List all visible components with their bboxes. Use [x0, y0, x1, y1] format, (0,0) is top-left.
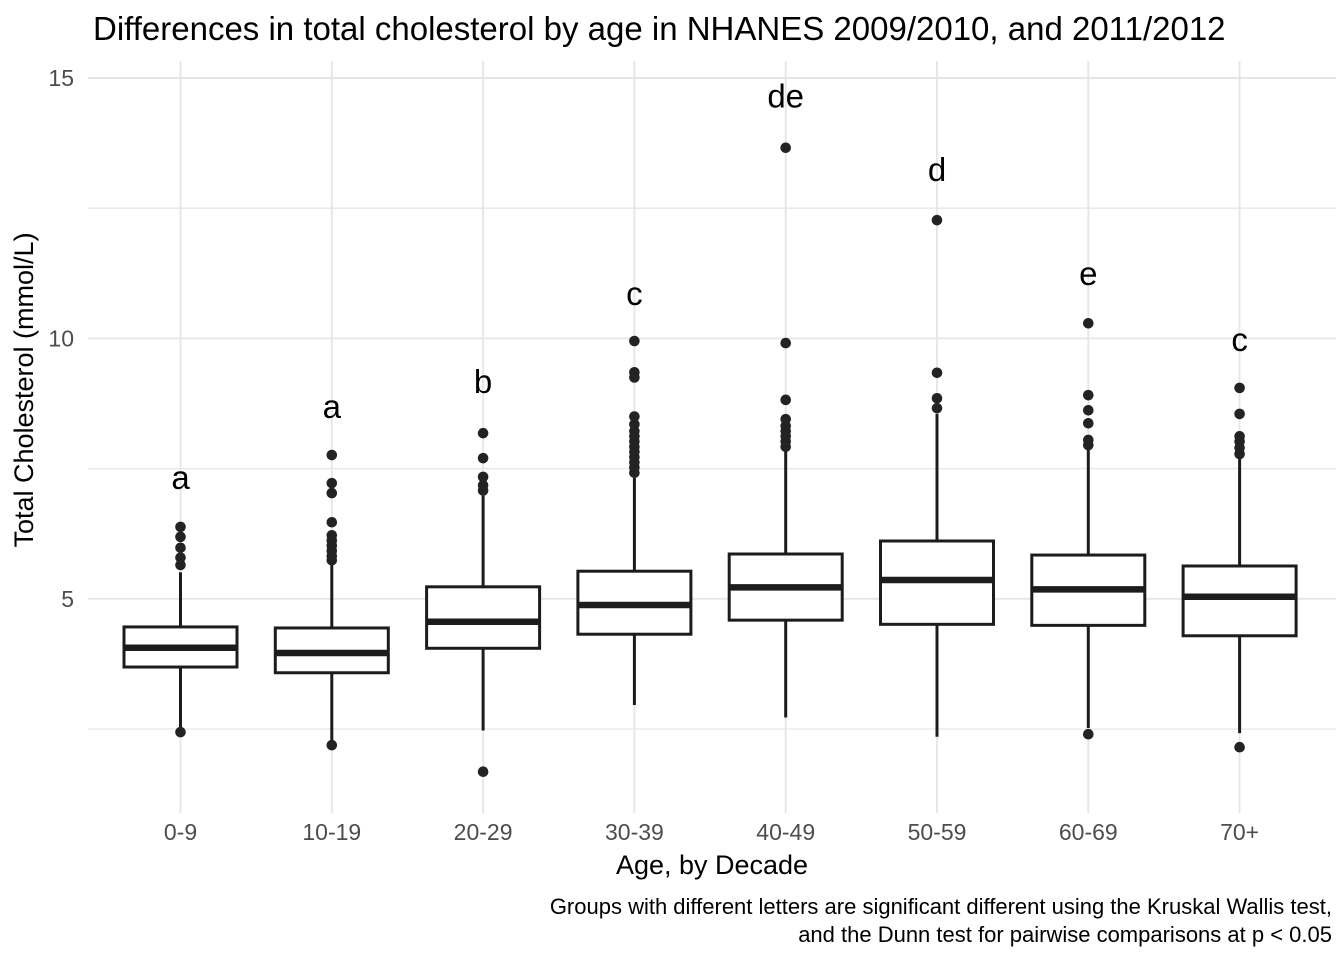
outlier-dot — [1083, 434, 1094, 446]
significance-letter: a — [171, 459, 190, 496]
outlier-dot — [477, 766, 489, 778]
box-70+ — [1181, 564, 1298, 638]
significance-letter: a — [323, 388, 342, 425]
outlier-dot — [629, 419, 640, 430]
x-category-label: 10-19 — [302, 819, 361, 845]
y-tick-label: 5 — [61, 586, 74, 612]
outlier-dot — [1234, 408, 1245, 420]
outlier-dot — [1234, 382, 1245, 394]
significance-letter: c — [1231, 321, 1248, 358]
outlier-dot — [780, 394, 791, 406]
outlier-dot — [1083, 417, 1094, 429]
grid-layer — [88, 61, 1336, 813]
outlier-dot — [780, 337, 791, 349]
outlier-dot — [477, 452, 489, 464]
outlier-dot — [931, 402, 943, 414]
x-category-label: 70+ — [1220, 819, 1259, 845]
outlier-dot — [780, 413, 791, 425]
outlier-dot — [1083, 317, 1094, 329]
outlier-dot — [629, 335, 640, 347]
chart-title: Differences in total cholesterol by age … — [93, 10, 1226, 47]
significance-letter: d — [928, 151, 946, 188]
x-category-label: 0-9 — [164, 819, 197, 845]
x-category-label: 20-29 — [454, 819, 513, 845]
outlier-dot — [326, 487, 338, 499]
outlier-dot — [175, 521, 186, 533]
outlier-dot — [326, 739, 338, 751]
significance-letter: b — [474, 363, 492, 400]
outlier-dot — [931, 214, 943, 226]
outlier-dot — [477, 471, 489, 483]
outlier-dot — [629, 411, 640, 422]
outlier-dot — [326, 529, 338, 541]
axis-label-layer: 5 10 15 0-9 10-19 20-29 30-39 40-49 50-59 60-69 70… — [48, 65, 1259, 845]
y-tick-label: 15 — [48, 65, 74, 91]
box-20-29 — [425, 585, 542, 650]
outlier-dot — [1083, 728, 1094, 740]
x-category-label: 30-39 — [605, 819, 664, 845]
y-axis-title: Total Cholesterol (mmol/L) — [9, 232, 39, 547]
outlier-dot — [326, 449, 338, 461]
caption-line-2: and the Dunn test for pairwise compariso… — [798, 922, 1332, 947]
x-category-label: 60-69 — [1059, 819, 1118, 845]
significance-letter: e — [1079, 255, 1097, 292]
outlier-dot — [931, 392, 943, 404]
outlier-dot — [326, 477, 338, 489]
significance-letter: de — [767, 78, 804, 115]
box-layer — [122, 413, 1298, 741]
outlier-dot — [629, 366, 640, 378]
outlier-dot — [175, 726, 186, 738]
outlier-dot — [1083, 404, 1094, 416]
outlier-dot — [477, 427, 489, 439]
outlier-dot — [1083, 389, 1094, 401]
x-category-label: 50-59 — [908, 819, 967, 845]
outlier-dot — [477, 479, 489, 491]
outlier-dot — [175, 559, 186, 571]
outlier-dot — [175, 552, 186, 563]
outlier-dot — [326, 516, 338, 528]
outlier-dot — [1234, 741, 1245, 753]
x-category-label: 40-49 — [756, 819, 815, 845]
outlier-dot — [175, 542, 186, 554]
y-tick-label: 10 — [48, 325, 74, 351]
significance-letter: c — [626, 275, 643, 312]
outlier-dot — [175, 531, 186, 543]
outlier-dot — [780, 142, 791, 154]
outlier-dot-layer — [175, 142, 1245, 778]
outlier-dot — [931, 367, 943, 379]
x-axis-title: Age, by Decade — [616, 850, 808, 880]
caption-line-1: Groups with different letters are signif… — [550, 894, 1332, 919]
outlier-dot — [1234, 431, 1245, 442]
